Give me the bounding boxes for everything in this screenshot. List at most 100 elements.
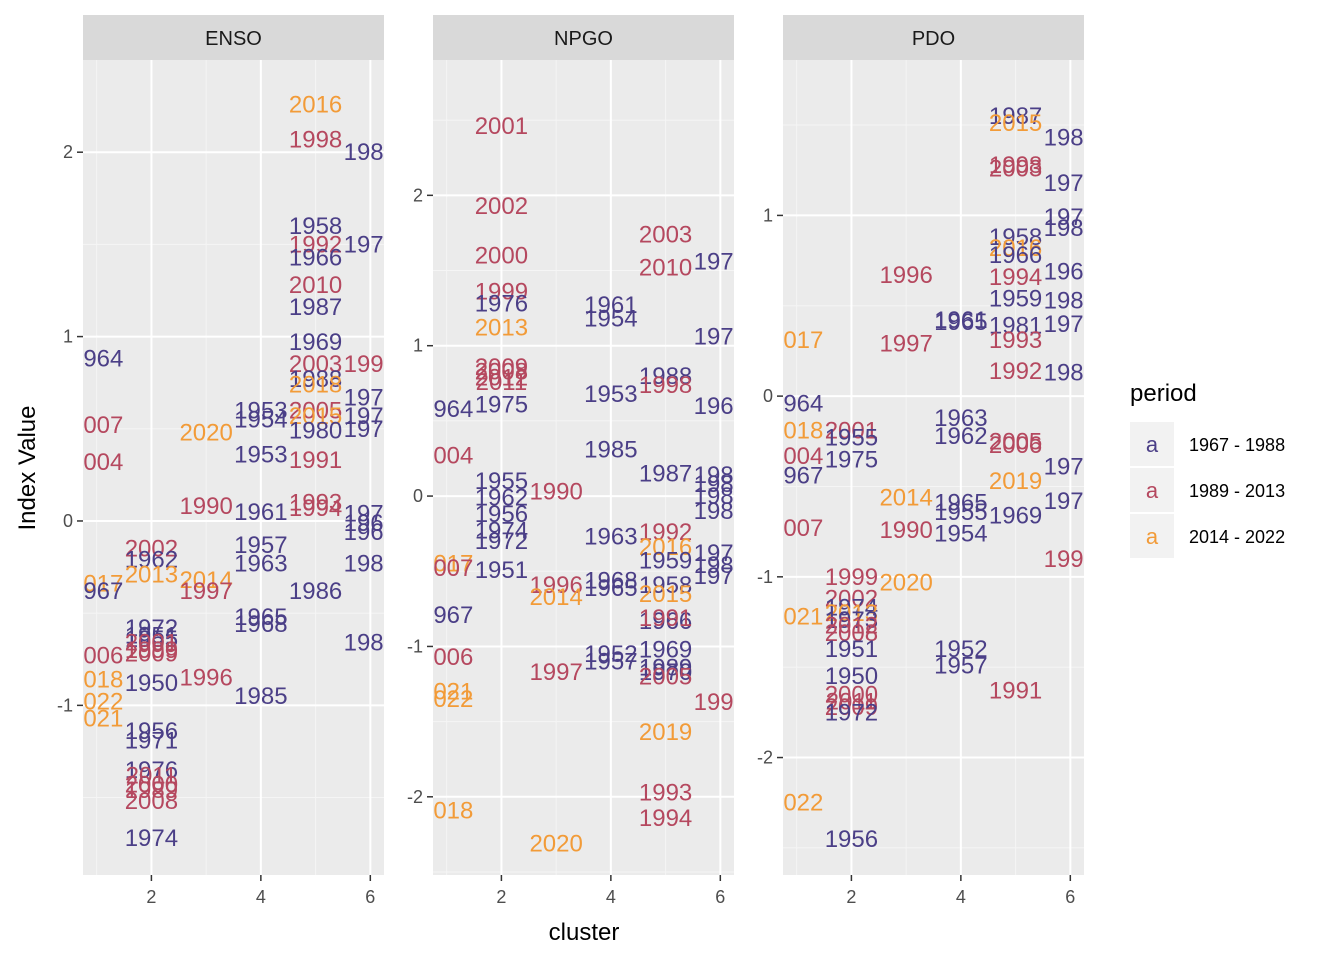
point-label: 1990 <box>879 517 932 544</box>
point-label: 1963 <box>934 405 987 432</box>
point-label: 2003 <box>989 155 1042 182</box>
x-tick-label: 2 <box>846 887 856 907</box>
legend: period a 1967 - 1988 a 1989 - 2013 a 2014 - 2… <box>1130 380 1285 558</box>
point-label: 1970 <box>1044 170 1097 197</box>
x-tick-label: 4 <box>956 887 966 907</box>
point-label: 1997 <box>879 331 932 358</box>
point-label: 2021 <box>770 604 823 631</box>
point-label: 1990 <box>529 479 582 506</box>
point-label: 2020 <box>179 419 232 446</box>
x-axis-title: cluster <box>549 919 620 946</box>
point-label: 2005 <box>639 664 692 691</box>
y-tick-label: 1 <box>763 205 773 225</box>
point-label: 1985 <box>234 683 287 710</box>
strip-label: NPGO <box>554 28 613 50</box>
point-label: 2000 <box>825 681 878 708</box>
point-label: 1976 <box>475 291 528 318</box>
x-tick-label: 6 <box>1065 887 1075 907</box>
point-label: 1955 <box>934 499 987 526</box>
point-label: 2011 <box>826 689 878 716</box>
point-label: 2022 <box>420 686 473 713</box>
point-label: 1981 <box>694 483 747 510</box>
point-label: 2017 <box>70 571 123 598</box>
point-label: 2016 <box>289 91 342 118</box>
point-label: 2019 <box>639 719 692 746</box>
point-label: 1971 <box>694 324 747 351</box>
point-label: 1957 <box>234 532 287 559</box>
point-label: 1958 <box>989 224 1042 251</box>
strip-label: PDO <box>912 28 955 50</box>
point-label: 1998 <box>989 152 1042 179</box>
point-label: 2020 <box>529 830 582 857</box>
point-label: 1996 <box>529 572 582 599</box>
point-label: 2014 <box>179 567 232 594</box>
point-label: 2012 <box>825 613 878 640</box>
point-label: 1999 <box>125 637 178 664</box>
y-tick-label: 2 <box>413 185 423 205</box>
y-tick-label: 0 <box>63 511 73 531</box>
point-label: 2022 <box>770 790 823 817</box>
point-label: 2010 <box>639 255 692 282</box>
strip-label: ENSO <box>205 28 262 50</box>
point-label: 2003 <box>289 351 342 378</box>
point-label: 1963 <box>584 524 637 551</box>
point-label: 2016 <box>639 534 692 561</box>
point-label: 1980 <box>289 418 342 445</box>
point-label: 1980 <box>1044 287 1097 314</box>
point-label: 1983 <box>1044 125 1097 152</box>
point-label: 1969 <box>639 636 692 663</box>
point-label: 1995 <box>344 351 397 378</box>
point-label: 1997 <box>179 578 232 605</box>
point-label: 1953 <box>234 397 287 424</box>
point-label: 1961 <box>934 307 987 334</box>
point-label: 1954 <box>584 306 637 333</box>
point-label: 2013 <box>125 561 178 588</box>
point-label: 1987 <box>289 294 342 321</box>
point-label: 1982 <box>344 630 397 657</box>
point-label: 2002 <box>125 536 178 563</box>
point-label: 1999 <box>1044 546 1097 573</box>
point-label: 1955 <box>125 626 178 653</box>
point-label: 2013 <box>825 600 878 627</box>
point-label: 2000 <box>125 772 178 799</box>
point-label: 1981 <box>989 313 1042 340</box>
legend-key-box <box>1130 514 1174 558</box>
point-label: 1966 <box>639 608 692 635</box>
point-label: 1982 <box>694 462 747 489</box>
point-label: 1989 <box>639 654 692 681</box>
point-label: 1972 <box>125 615 178 642</box>
point-label: 1984 <box>1044 215 1097 242</box>
point-label: 2020 <box>879 569 932 596</box>
point-label: 1989 <box>125 777 178 804</box>
point-label: 1977 <box>344 384 397 411</box>
point-label: 2008 <box>825 620 878 647</box>
point-label: 2001 <box>475 113 528 140</box>
legend-key-glyph: a <box>1146 524 1159 549</box>
strip-background <box>433 15 734 60</box>
point-label: 2015 <box>989 110 1042 137</box>
point-label: 1952 <box>584 641 637 668</box>
point-label: 1962 <box>125 547 178 574</box>
point-label: 1951 <box>475 557 528 584</box>
point-label: 1964 <box>70 346 123 373</box>
point-label: 2018 <box>289 372 342 399</box>
legend-key-box <box>1130 468 1174 512</box>
point-label: 1961 <box>584 292 637 319</box>
point-label: 1991 <box>989 678 1042 705</box>
point-label: 2005 <box>989 428 1042 455</box>
point-label: 1956 <box>475 501 528 528</box>
x-tick-label: 2 <box>146 887 156 907</box>
point-label: 1994 <box>639 805 692 832</box>
point-label: 2018 <box>770 417 823 444</box>
legend-label: 2014 - 2022 <box>1189 527 1285 547</box>
point-label: 1972 <box>825 699 878 726</box>
point-label: 2021 <box>420 679 473 706</box>
point-label: 2005 <box>289 397 342 424</box>
point-label: 1975 <box>825 446 878 473</box>
point-label: 1979 <box>344 403 397 430</box>
point-label: 2019 <box>989 468 1042 495</box>
legend-key-glyph: a <box>1146 432 1159 457</box>
